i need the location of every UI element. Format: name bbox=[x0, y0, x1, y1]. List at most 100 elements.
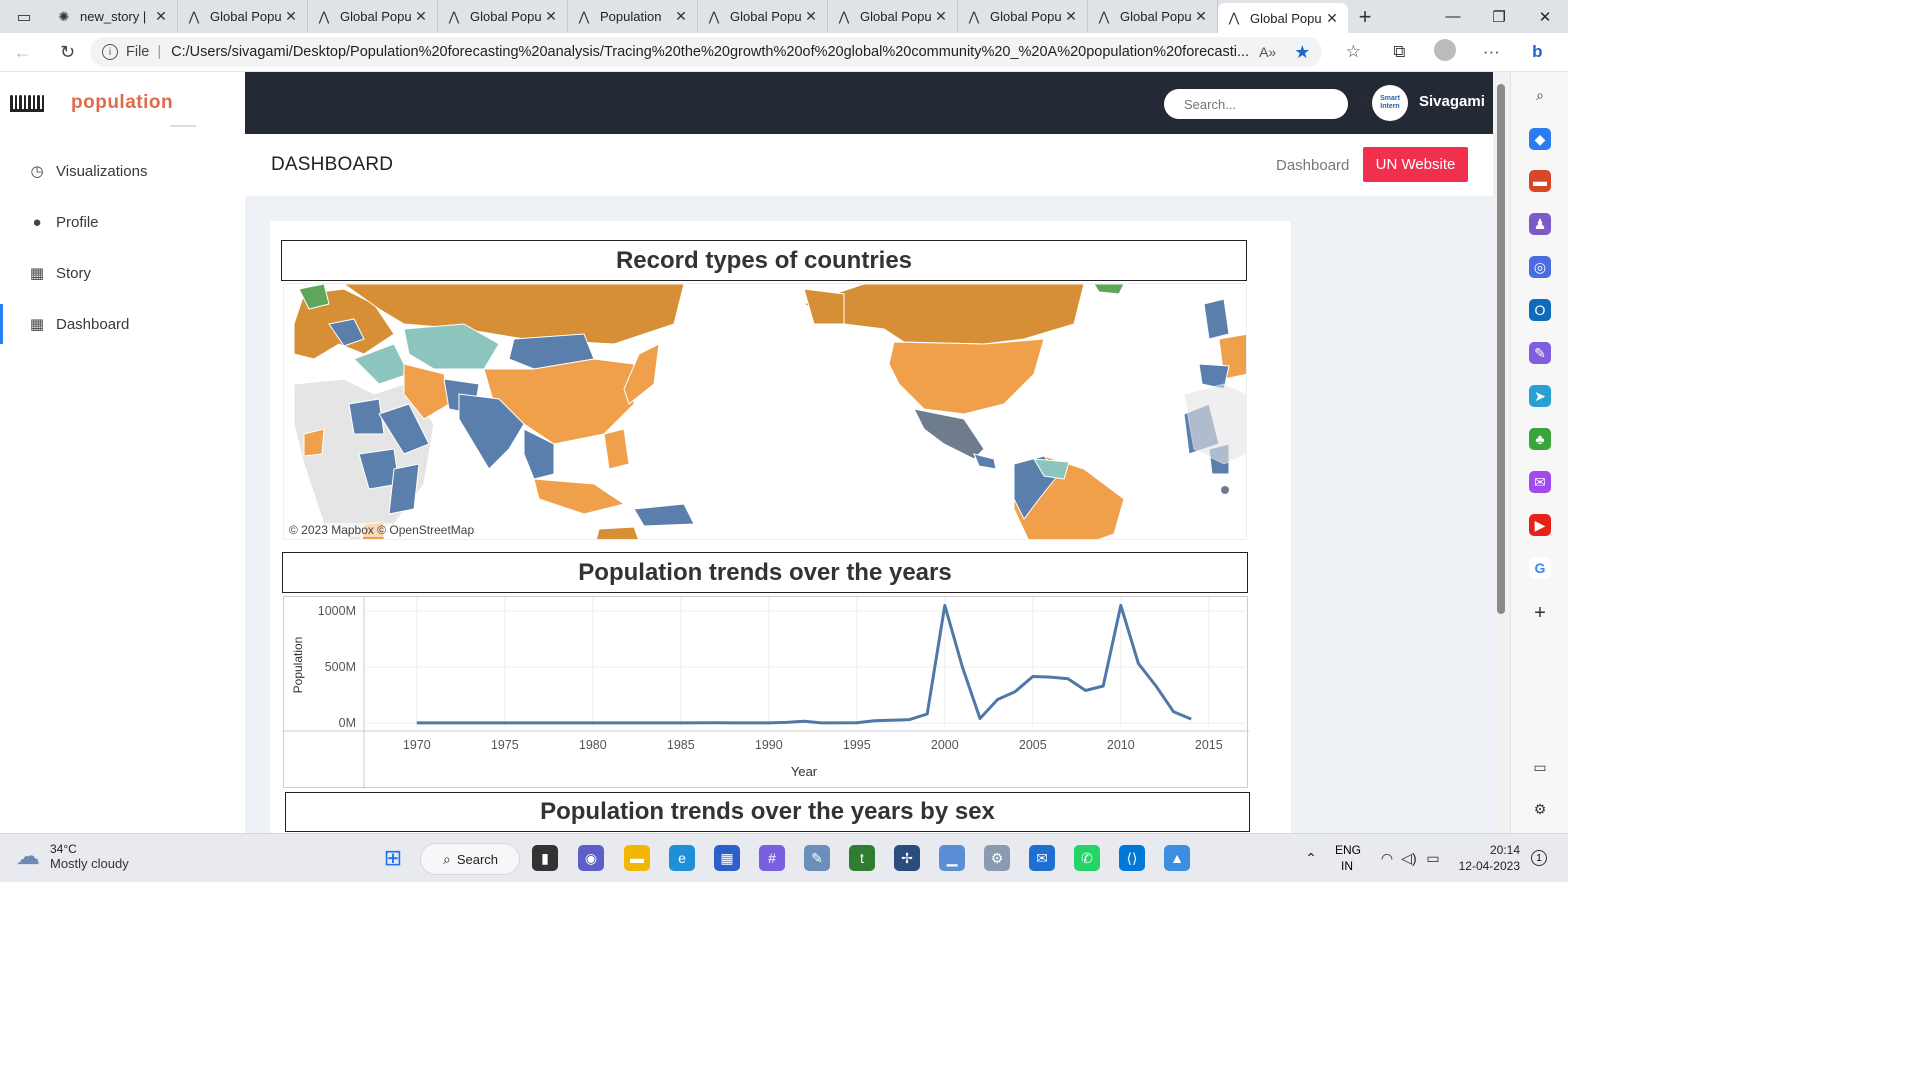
system-clock[interactable]: 20:14 12-04-2023 bbox=[1456, 842, 1520, 874]
chart-canvas: 1970 1975 1980 1985 1990 1995 2000 2005 2010 2015… bbox=[284, 597, 1249, 789]
app-t-icon[interactable]: t bbox=[849, 845, 875, 871]
favorites-icon[interactable]: ☆ bbox=[1345, 42, 1361, 61]
teams-icon[interactable]: ◉ bbox=[578, 845, 604, 871]
page-scrollbar[interactable] bbox=[1493, 72, 1510, 833]
tools-icon[interactable]: ▬ bbox=[1529, 170, 1551, 192]
sidebar-item-story[interactable]: ▦ Story bbox=[0, 253, 245, 293]
browser-tab[interactable]: ⋀ Global Popu ✕ bbox=[958, 0, 1088, 33]
collections-icon[interactable]: ⧉ bbox=[1393, 42, 1406, 61]
breadcrumb[interactable]: Dashboard bbox=[1276, 157, 1350, 174]
settings-app-icon[interactable]: ⚙ bbox=[984, 845, 1010, 871]
browser-tab[interactable]: ⋀ Global Popu ✕ bbox=[308, 0, 438, 33]
browser-tab[interactable]: ⋀ Global Popu ✕ bbox=[698, 0, 828, 33]
scroll-thumb[interactable] bbox=[1497, 84, 1505, 614]
close-tab-icon[interactable]: ✕ bbox=[805, 8, 817, 24]
wifi-icon[interactable]: ◠ bbox=[1380, 849, 1394, 866]
language-indicator[interactable]: ENG IN bbox=[1335, 842, 1362, 874]
browser-tab[interactable]: ✺ new_story | ✕ bbox=[48, 0, 178, 33]
page-header: DASHBOARD Dashboard UN Website bbox=[245, 134, 1493, 196]
close-tab-icon[interactable]: ✕ bbox=[285, 8, 297, 24]
user-name[interactable]: Sivagami bbox=[1419, 93, 1485, 110]
messenger-icon[interactable]: ✉ bbox=[1529, 471, 1551, 493]
vscode-icon[interactable]: ⟨⟩ bbox=[1119, 845, 1145, 871]
office-icon[interactable]: ◎ bbox=[1529, 256, 1551, 278]
mail-icon[interactable]: ✉ bbox=[1029, 845, 1055, 871]
refresh-icon[interactable]: ↻ bbox=[59, 41, 76, 62]
favorite-star-icon[interactable]: ★ bbox=[1294, 41, 1311, 62]
url-field[interactable]: i File | C:/Users/sivagami/Desktop/Popul… bbox=[90, 37, 1323, 67]
telegram-icon[interactable]: ➤ bbox=[1529, 385, 1551, 407]
close-window-icon[interactable]: ✕ bbox=[1538, 8, 1552, 26]
avatar[interactable]: Smart Intern bbox=[1372, 85, 1408, 121]
more-options-icon[interactable]: ··· bbox=[1482, 42, 1500, 61]
population-trend-chart[interactable]: 1970 1975 1980 1985 1990 1995 2000 2005 2010 2015… bbox=[283, 596, 1249, 789]
bing-icon[interactable]: b bbox=[1532, 42, 1543, 61]
browser-tab[interactable]: ⋀ Global Popu ✕ bbox=[438, 0, 568, 33]
tab-title: Population bbox=[600, 9, 662, 24]
weather-widget[interactable]: ☁ 34°C Mostly cloudy bbox=[16, 842, 129, 871]
close-tab-icon[interactable]: ✕ bbox=[415, 8, 427, 24]
taskbar-search[interactable]: ⌕ Search bbox=[420, 843, 520, 875]
photos-icon[interactable]: ▲ bbox=[1164, 845, 1190, 871]
whatsapp-icon[interactable]: ✆ bbox=[1074, 845, 1100, 871]
browser-tab[interactable]: ⋀ Population ✕ bbox=[568, 0, 698, 33]
file-explorer-icon[interactable]: ▬ bbox=[624, 845, 650, 871]
sidebar-item-dashboard[interactable]: ▦ Dashboard bbox=[0, 304, 245, 344]
map-region bbox=[303, 428, 325, 457]
designer-icon[interactable]: ✎ bbox=[1529, 342, 1551, 364]
url-text[interactable]: C:/Users/sivagami/Desktop/Population%20f… bbox=[171, 44, 1250, 60]
add-icon[interactable]: + bbox=[1534, 601, 1546, 624]
paint-icon[interactable]: ✎ bbox=[804, 845, 830, 871]
task-view-icon[interactable]: ▮ bbox=[532, 845, 558, 871]
close-tab-icon[interactable]: ✕ bbox=[1065, 8, 1077, 24]
close-tab-icon[interactable]: ✕ bbox=[155, 8, 167, 24]
sidebar-item-label: Visualizations bbox=[56, 162, 148, 180]
chevron-up-icon[interactable]: ⌃ bbox=[1305, 849, 1317, 866]
store-icon[interactable]: ▦ bbox=[714, 845, 740, 871]
close-tab-icon[interactable]: ✕ bbox=[935, 8, 947, 24]
slack-icon[interactable]: # bbox=[759, 845, 785, 871]
tableau-favicon-icon: ⋀ bbox=[708, 8, 720, 24]
map-region bbox=[328, 318, 365, 347]
search-box[interactable]: 🔍︎ bbox=[1164, 89, 1378, 119]
logo[interactable] bbox=[10, 90, 44, 112]
battery-icon[interactable]: ▭ bbox=[1426, 849, 1440, 866]
sidebar-item-profile[interactable]: ● Profile bbox=[0, 202, 245, 242]
minimize-icon[interactable]: — bbox=[1445, 7, 1461, 25]
tab-actions-icon[interactable]: ▭ bbox=[16, 8, 32, 26]
browser-tab[interactable]: ⋀ Global Popu ✕ bbox=[1088, 0, 1218, 33]
notification-badge[interactable]: 1 bbox=[1531, 850, 1547, 866]
back-icon[interactable]: ← bbox=[13, 41, 32, 62]
google-icon[interactable]: G bbox=[1529, 557, 1551, 579]
sidebar-toggle-icon[interactable]: ▭ bbox=[1533, 758, 1547, 775]
close-tab-icon[interactable]: ✕ bbox=[1195, 8, 1207, 24]
profile-icon[interactable] bbox=[1422, 38, 1468, 66]
close-tab-icon[interactable]: ✕ bbox=[1326, 9, 1338, 26]
shopping-tag-icon[interactable]: ◆ bbox=[1529, 128, 1551, 150]
new-tab-button[interactable]: + bbox=[1358, 3, 1372, 29]
settings-icon[interactable]: ⚙ bbox=[1533, 800, 1547, 817]
browser-tab[interactable]: ⋀ Global Popu ✕ bbox=[1218, 3, 1348, 33]
edge-icon[interactable]: e bbox=[669, 845, 695, 871]
tableau-icon[interactable]: ✢ bbox=[894, 845, 920, 871]
windows-start-icon[interactable]: ⊞ bbox=[383, 845, 403, 870]
close-tab-icon[interactable]: ✕ bbox=[675, 8, 687, 24]
volume-icon[interactable]: ◁) bbox=[1401, 849, 1417, 866]
close-tab-icon[interactable]: ✕ bbox=[545, 8, 557, 24]
tree-icon[interactable]: ♣ bbox=[1529, 428, 1551, 450]
browser-tab[interactable]: ⋀ Global Popu ✕ bbox=[178, 0, 308, 33]
read-aloud-icon[interactable]: A» bbox=[1259, 44, 1277, 60]
youtube-icon[interactable]: ▶ bbox=[1529, 514, 1551, 536]
search-icon[interactable]: ⌕ bbox=[1536, 86, 1544, 103]
search-input[interactable] bbox=[1184, 96, 1360, 112]
language-code: ENG bbox=[1335, 843, 1362, 857]
browser-tab[interactable]: ⋀ Global Popu ✕ bbox=[828, 0, 958, 33]
restore-icon[interactable]: ❐ bbox=[1492, 8, 1506, 26]
sidebar-item-visualizations[interactable]: ◷ Visualizations bbox=[0, 151, 245, 191]
info-icon[interactable]: i bbox=[102, 44, 118, 60]
games-icon[interactable]: ♟ bbox=[1529, 213, 1551, 235]
world-map[interactable]: © 2023 Mapbox © OpenStreetMap bbox=[283, 283, 1247, 540]
un-website-button[interactable]: UN Website bbox=[1363, 147, 1468, 182]
chart-app-icon[interactable]: ▁ bbox=[939, 845, 965, 871]
outlook-icon[interactable]: O bbox=[1529, 299, 1551, 321]
